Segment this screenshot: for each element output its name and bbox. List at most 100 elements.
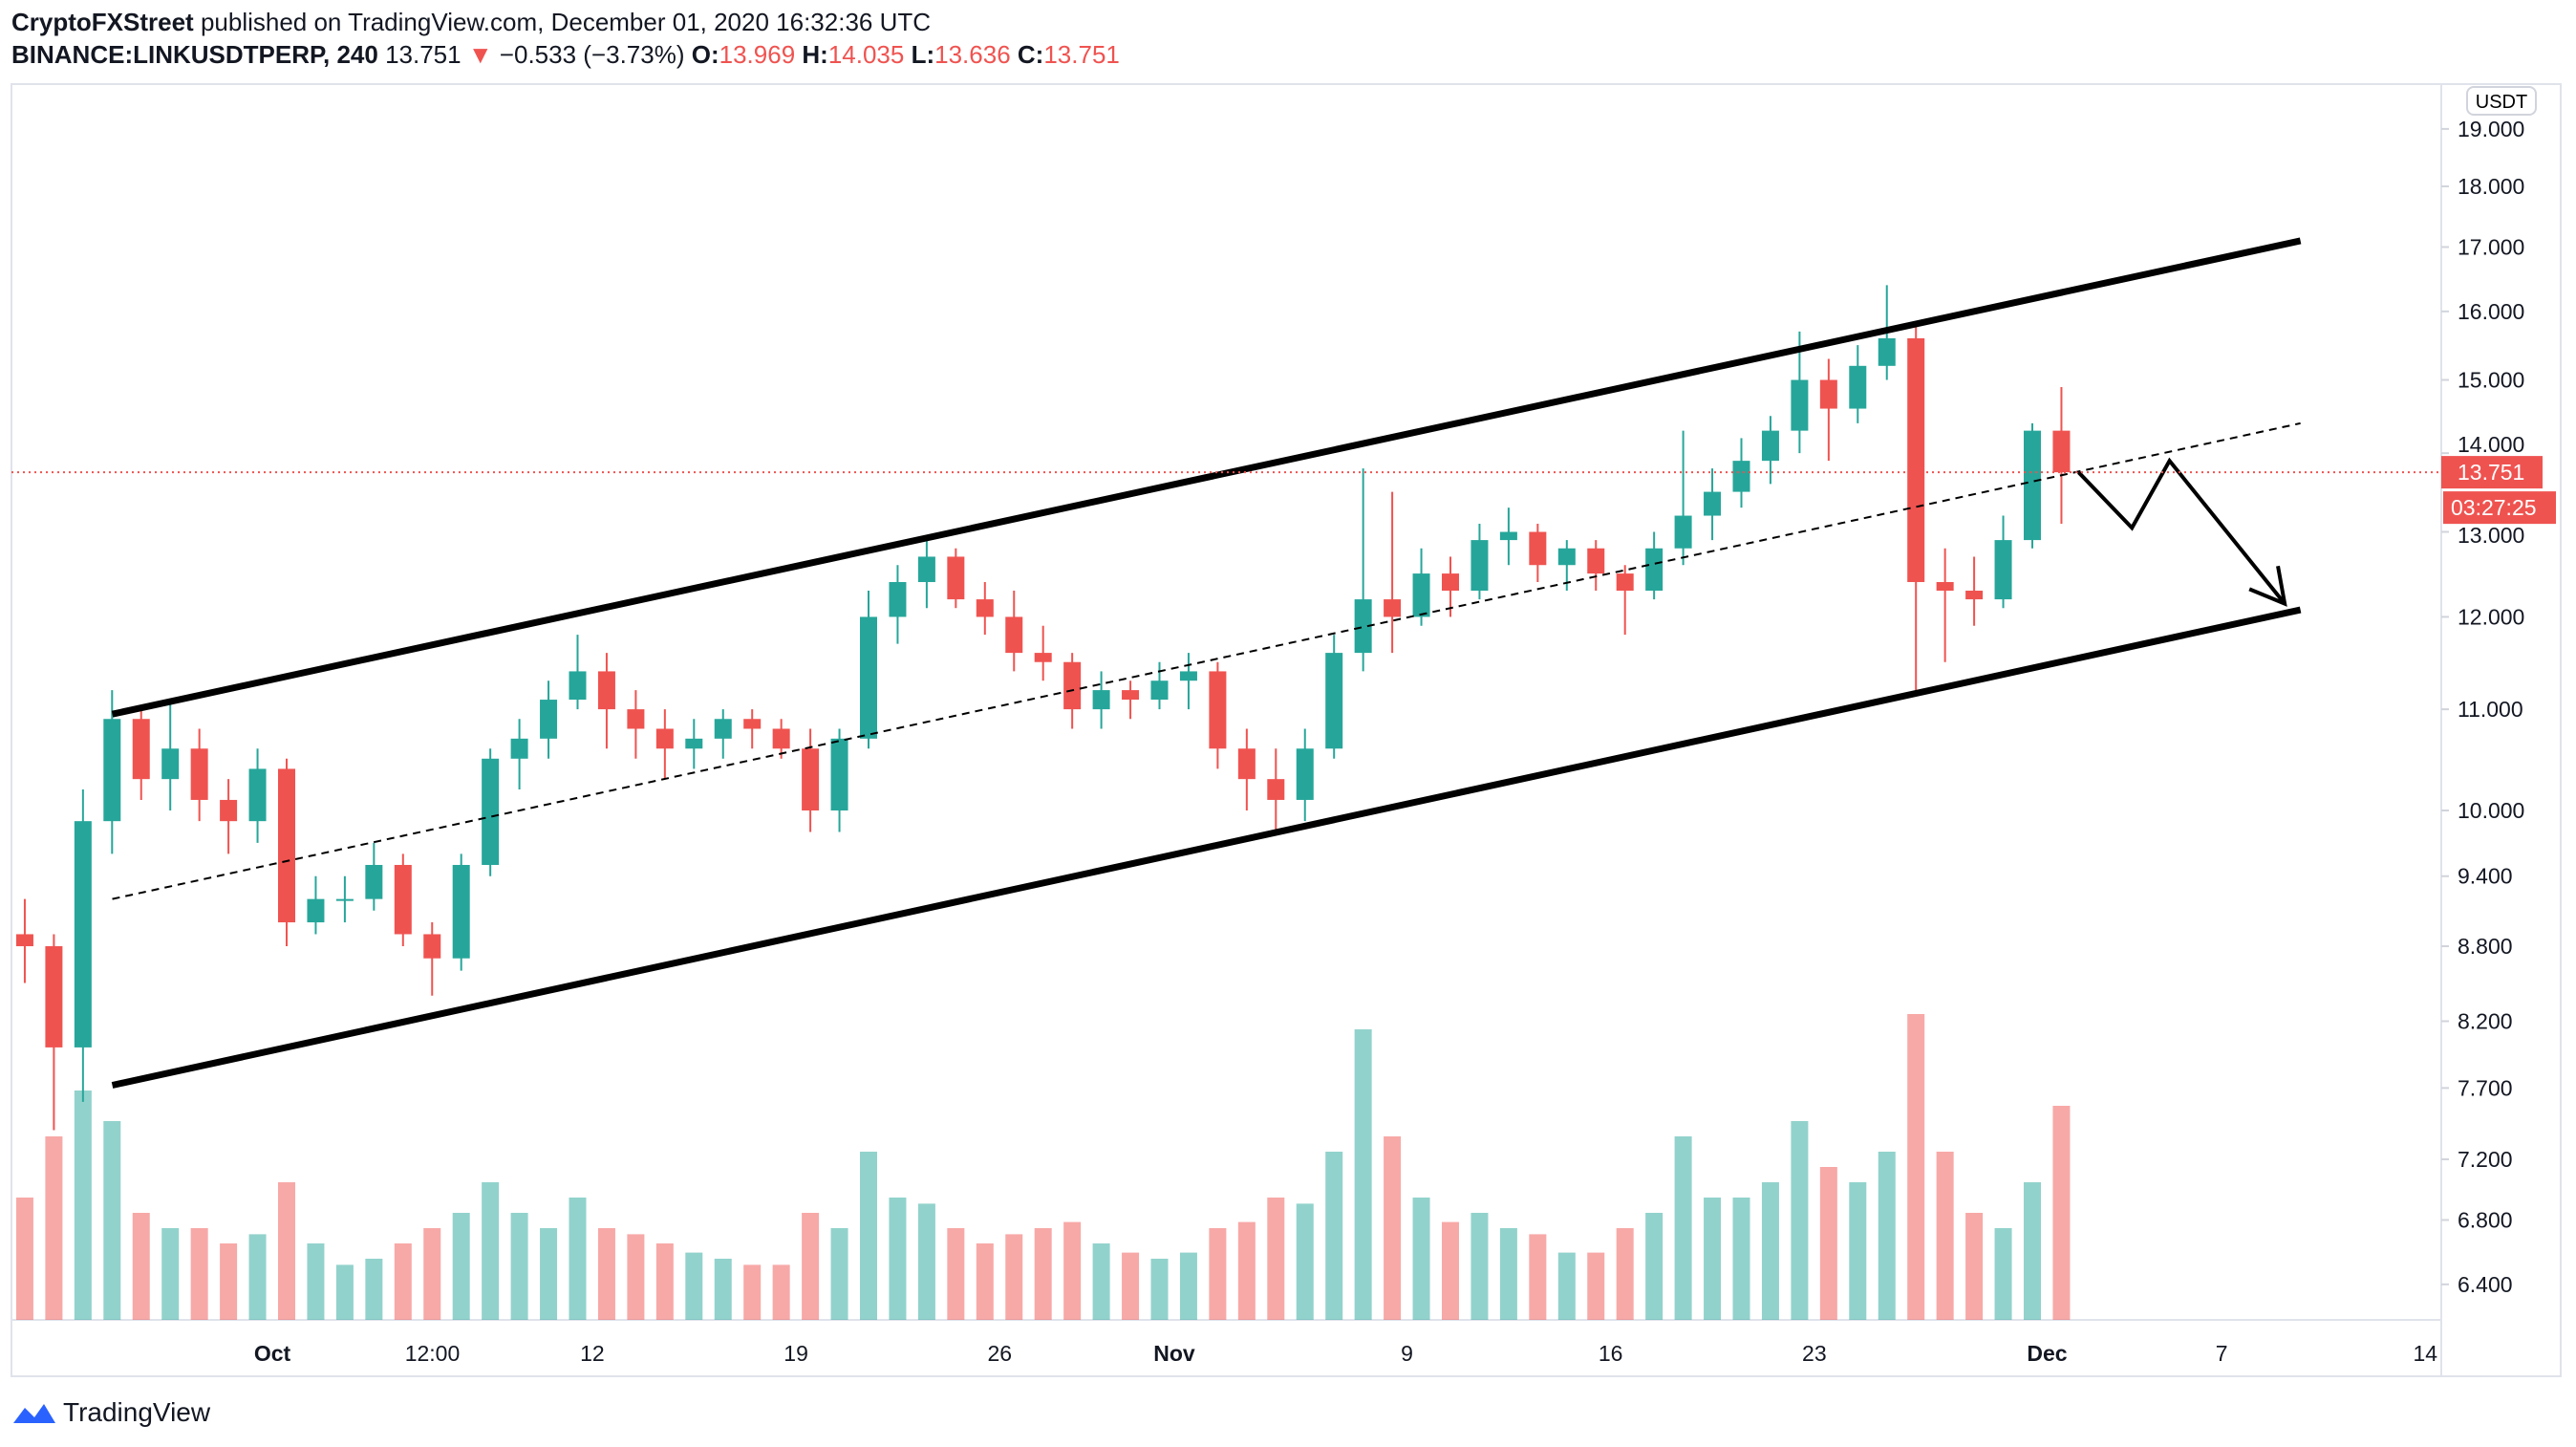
candle-body [1384,599,1402,617]
candle-body [1209,671,1227,749]
chart-frame [11,83,2562,1377]
candle-body [220,799,238,822]
volume-bar [1936,1152,1954,1320]
candle-body [540,700,558,739]
price-tick-label: 6.400 [2458,1272,2513,1297]
volume-bar [307,1243,325,1320]
candle-body [1878,337,1896,366]
last-value: 13.751 [385,40,462,69]
volume-bar [1354,1029,1372,1320]
candle-body [2052,430,2071,473]
price-tick-label: 7.700 [2458,1075,2513,1100]
price-tick-label: 8.800 [2458,934,2513,959]
time-tick-label: Oct [254,1341,291,1366]
channel-upper-line [111,237,2302,718]
volume-bar [860,1152,877,1320]
price-tick-label: 14.000 [2458,432,2524,457]
time-tick-label: 23 [1802,1341,1827,1366]
volume-bar [1616,1228,1634,1320]
volume-bar [1645,1213,1664,1320]
candle-body [1674,515,1692,549]
candle-body [1907,337,1925,583]
price-axis[interactable]: 19.000 18.000 17.000 16.000 15.000 14.000 13.0… [2441,117,2524,1297]
volume-bar [1994,1228,2012,1320]
projection-arrow-line [2076,457,2286,605]
volume-bar [2024,1182,2041,1320]
volume-bar [655,1243,674,1320]
candle-body [161,748,180,780]
currency-badge-label: USDT [2476,92,2527,113]
last-price-badge [2441,456,2543,489]
arrowhead-icon [2248,565,2287,607]
candle-body [1470,540,1489,592]
volume-bar [830,1228,848,1320]
candle-body [743,719,762,729]
candle-body [307,898,325,923]
candle-body [1761,430,1779,462]
tradingview-brand[interactable]: TradingView [11,1397,210,1428]
volume-bar [1529,1234,1547,1320]
last-price-label: 13.751 [2458,460,2524,485]
volume-bar [1878,1152,1896,1320]
volume-bar [45,1136,63,1320]
volume-bar [627,1234,645,1320]
time-tick-label: 12:00 [405,1341,461,1366]
volume-bar [1122,1252,1140,1320]
author[interactable]: CryptoFXStreet [11,8,194,36]
candle-body [1557,548,1576,566]
volume-bar [510,1213,528,1320]
price-tick-label: 11.000 [2458,697,2523,722]
candle-body [423,934,441,959]
close-value: 13.751 [1043,40,1120,69]
volume-bar [1384,1136,1402,1320]
time-tick-label: Dec [2027,1341,2067,1366]
candle-body [655,728,674,749]
candle-body [1092,690,1110,710]
drawings[interactable] [111,237,2302,1089]
channel-lower-line [111,606,2302,1089]
candle-body [1442,573,1459,592]
published-text: published on TradingView.com, December 0… [200,8,932,36]
symbol-legend: BINANCE:LINKUSDTPERP, 240 13.751 ▼ −0.53… [11,40,1120,70]
candle-body [1267,779,1285,800]
volume-bar [365,1259,383,1320]
candle-body [452,864,470,959]
candle-body [190,748,208,800]
volume-bar [335,1264,354,1320]
candle-body [627,709,645,729]
volume-bar [1557,1252,1576,1320]
volume-bars [15,1014,2071,1320]
volume-bar [482,1182,500,1320]
volume-bar [1819,1167,1837,1320]
volume-bar [423,1228,441,1320]
candle-body [830,738,848,810]
time-axis[interactable]: Oct 12:00 12 19 26 Nov 9 16 23 Dec 7 14 [254,1341,2437,1366]
volume-bar [1150,1259,1169,1320]
candle-body [1412,573,1430,617]
candle-body [1325,653,1343,749]
price-tick-label: 17.000 [2458,234,2524,259]
volume-bar [1470,1213,1489,1320]
brand-label: TradingView [63,1397,211,1427]
candle-body [685,738,703,749]
candle-body [569,671,587,701]
candle-body [1296,748,1314,800]
currency-badge[interactable]: USDT [2466,86,2537,116]
open-label: O: [691,40,719,69]
candle-body [1063,661,1082,710]
candle-body [103,719,121,822]
candle-body [1179,671,1197,681]
candle-body [1237,748,1256,780]
price-tick-label: 18.000 [2458,174,2524,199]
volume-bar [889,1198,907,1320]
price-tick-label: 12.000 [2458,604,2524,629]
volume-bar [947,1228,965,1320]
candle-body [1791,379,1809,431]
candle-body [1936,582,1954,592]
candle-body [482,758,500,865]
volume-bar [1267,1198,1285,1320]
volume-bar [597,1228,615,1320]
candle-body [976,599,994,617]
price-tick-label: 9.400 [2458,864,2513,889]
